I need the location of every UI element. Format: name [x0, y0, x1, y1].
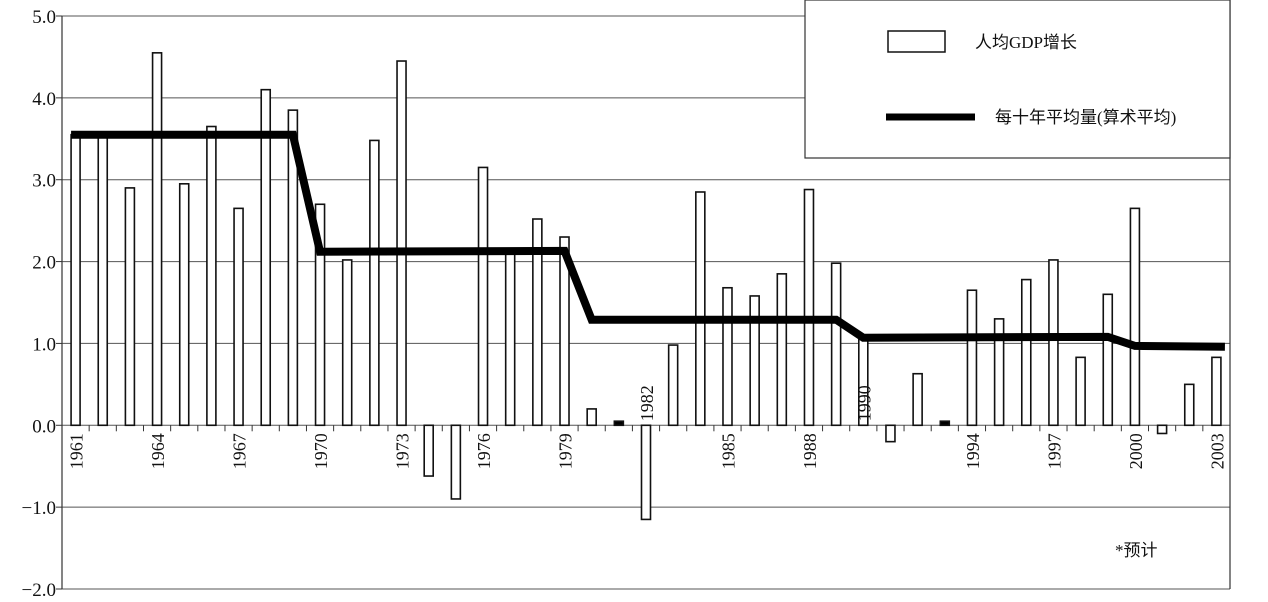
- bar-1974: [423, 424, 434, 477]
- bar-1977: [504, 250, 516, 427]
- x-tick-label: 1985: [718, 433, 738, 469]
- bar-1973: [396, 60, 407, 427]
- decade-average-polyline: [71, 130, 1225, 351]
- bar-2003: [1211, 356, 1222, 427]
- legend-bar-swatch: [887, 30, 946, 53]
- bar-1984: [695, 191, 706, 427]
- bar-1987: [776, 273, 788, 427]
- bar-1981: [613, 420, 625, 427]
- bar-1964: [151, 52, 163, 427]
- bar-1965: [178, 183, 190, 427]
- x-tick-label: 1961: [67, 433, 87, 469]
- x-tick-label: 1979: [556, 433, 576, 469]
- x-tick-label: 2000: [1126, 433, 1146, 469]
- bar-1970: [314, 203, 326, 427]
- bar-1992: [912, 372, 923, 427]
- x-tick-label: 1970: [311, 433, 331, 469]
- y-tick-label: 5.0: [32, 7, 56, 28]
- annotation-note: *预计: [1115, 541, 1158, 560]
- y-axis: 5.0 4.0 3.0 2.0 1.0 0.0 −1.0 −2.0: [22, 7, 63, 601]
- bar-2000: [1129, 207, 1141, 427]
- x-tick-label: 1967: [230, 433, 250, 469]
- y-tick-label: −2.0: [22, 580, 56, 598]
- x-tick-label: 1976: [474, 433, 494, 469]
- y-tick-label: 3.0: [32, 171, 56, 192]
- bar-1998: [1075, 356, 1086, 427]
- y-tick-label: 2.0: [32, 253, 56, 274]
- bar-1996: [1020, 278, 1032, 427]
- bar-1972: [369, 139, 380, 427]
- bar-1975: [450, 424, 462, 500]
- bar-1993: [939, 420, 951, 427]
- x-tick-label: 1988: [800, 433, 820, 469]
- x-axis: 1961 1964 1967 1970 1973 1976 1979 1982 1985 1988…: [61, 385, 1231, 469]
- bar-1999: [1102, 293, 1114, 427]
- x-tick-label: 2003: [1207, 433, 1227, 469]
- x-tick-label: 1990: [854, 385, 874, 421]
- x-tick-label: 1994: [963, 433, 983, 469]
- bar-1962: [97, 133, 109, 427]
- bar-1995: [993, 318, 1005, 427]
- bar-2002: [1183, 383, 1195, 427]
- y-tick-label: −1.0: [22, 498, 56, 519]
- bar-1988: [803, 188, 815, 427]
- y-tick-label: 0.0: [32, 416, 56, 437]
- bar-1963: [124, 187, 136, 427]
- legend: 人均GDP增长 每十年平均量(算术平均): [804, 0, 1231, 159]
- bar-1994: [966, 289, 978, 427]
- bar-1991: [885, 424, 896, 443]
- bar-1961: [70, 133, 81, 427]
- legend-label-bar: 人均GDP增长: [975, 33, 1077, 52]
- bar-1997: [1048, 259, 1059, 427]
- bar-1982: [640, 424, 652, 521]
- x-tick-label: 1982: [637, 385, 657, 421]
- bar-1968: [260, 88, 272, 427]
- y-tick-label: 1.0: [32, 334, 56, 355]
- y-tick-label: 4.0: [32, 89, 56, 110]
- bar-1979: [559, 236, 570, 427]
- bar-1986: [749, 295, 760, 427]
- bar-1976: [477, 166, 489, 427]
- bar-1971: [341, 259, 353, 427]
- bar-1985: [722, 286, 733, 427]
- bar-1989: [830, 262, 842, 427]
- x-tick-label: 1964: [148, 433, 168, 469]
- bar-1966: [206, 125, 217, 427]
- bar-1969: [287, 109, 299, 427]
- bar-1967: [233, 207, 244, 427]
- bar-1980: [586, 408, 597, 427]
- legend-label-line: 每十年平均量(算术平均): [995, 108, 1176, 127]
- legend-box: [804, 0, 1231, 159]
- bar-1978: [532, 218, 543, 427]
- x-tick-label: 1973: [393, 433, 413, 469]
- decade-average-line: [71, 130, 1225, 351]
- x-tick-label: 1997: [1044, 433, 1064, 469]
- bar-2001: [1156, 424, 1168, 435]
- bar-1983: [667, 344, 679, 427]
- bars: [70, 52, 1222, 521]
